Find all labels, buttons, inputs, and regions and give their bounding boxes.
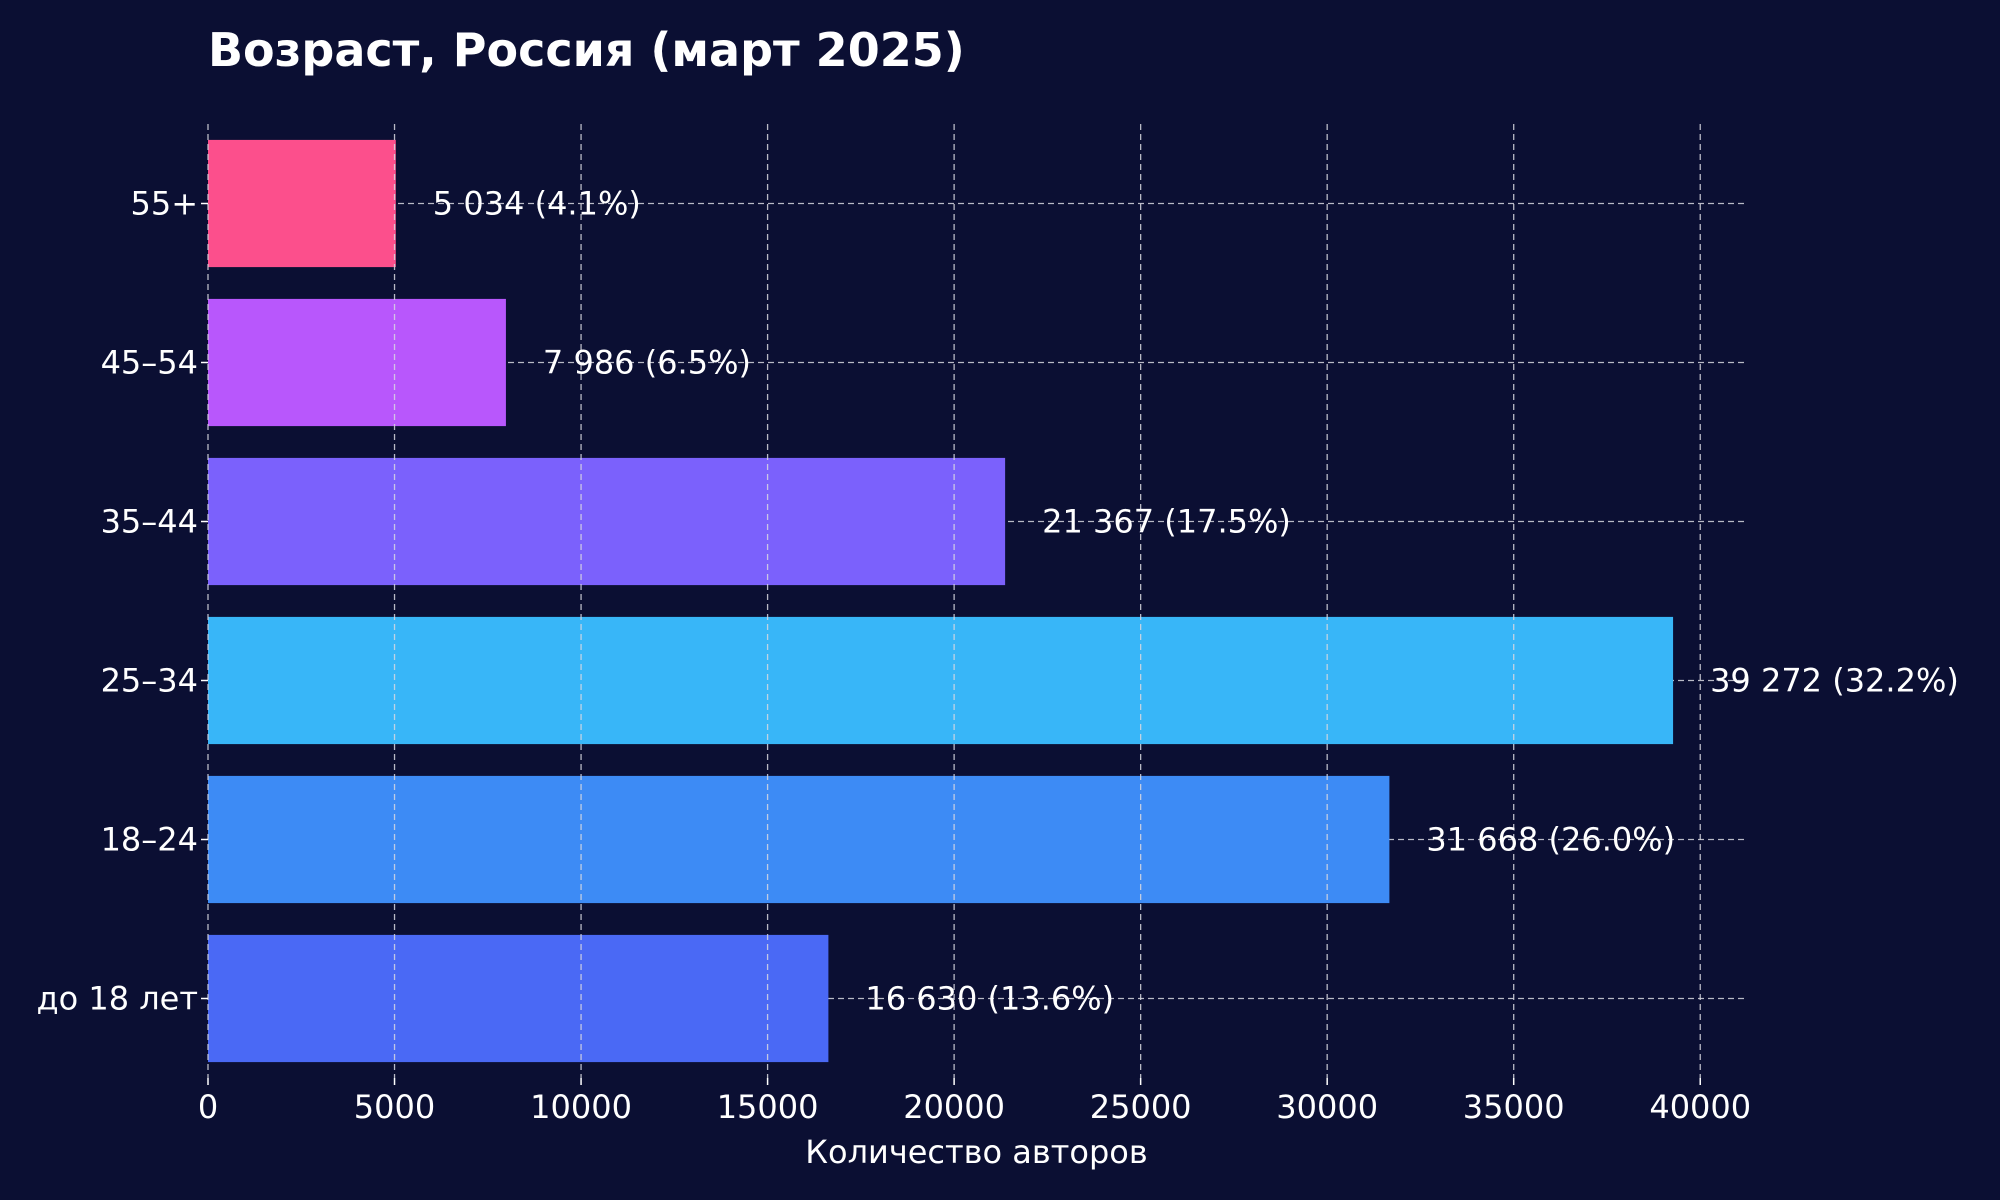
vertical-grid-layer bbox=[207, 124, 1701, 1078]
x-axis-ticks: 0 5000 10000 15000 20000 25000 30000 35000 40000 bbox=[198, 1078, 1751, 1126]
category-label: 25–34 bbox=[101, 662, 198, 700]
bar-2 bbox=[208, 775, 1390, 904]
category-label: 45–54 bbox=[101, 344, 198, 382]
value-label: 21 367 (17.5%) bbox=[1042, 503, 1291, 541]
x-tick-label: 40000 bbox=[1649, 1088, 1751, 1126]
value-label: 39 272 (32.2%) bbox=[1710, 662, 1959, 700]
x-tick-label: 0 bbox=[198, 1088, 218, 1126]
value-label: 31 668 (26.0%) bbox=[1426, 821, 1675, 859]
x-tick-label: 15000 bbox=[717, 1088, 819, 1126]
x-tick-label: 30000 bbox=[1276, 1088, 1378, 1126]
x-tick-label: 10000 bbox=[530, 1088, 632, 1126]
value-label: 5 034 (4.1%) bbox=[433, 185, 641, 223]
labels-layer: 16 630 (13.6%) 31 668 (26.0%) 39 272 (32.2… bbox=[433, 185, 1959, 1018]
bar-3 bbox=[208, 616, 1674, 745]
bar-5 bbox=[208, 298, 506, 427]
x-tick-label: 35000 bbox=[1463, 1088, 1565, 1126]
bar-4 bbox=[208, 457, 1006, 586]
category-label: 18–24 bbox=[101, 821, 198, 859]
x-tick-label: 5000 bbox=[354, 1088, 435, 1126]
category-label: 55+ bbox=[130, 185, 198, 223]
y-axis-categories: до 18 лет 18–24 25–34 35–44 45–54 55+ bbox=[36, 185, 208, 1018]
x-tick-label: 20000 bbox=[903, 1088, 1005, 1126]
value-label: 16 630 (13.6%) bbox=[865, 980, 1114, 1018]
bar-6 bbox=[208, 139, 396, 268]
chart-title: Возраст, Россия (март 2025) bbox=[208, 23, 965, 77]
x-tick-label: 25000 bbox=[1090, 1088, 1192, 1126]
category-label: до 18 лет bbox=[36, 980, 198, 1018]
bar-1 bbox=[208, 934, 829, 1063]
category-label: 35–44 bbox=[101, 503, 198, 541]
x-axis-label: Количество авторов bbox=[805, 1133, 1147, 1171]
bars-layer bbox=[208, 139, 1674, 1063]
value-label: 7 986 (6.5%) bbox=[543, 344, 751, 382]
